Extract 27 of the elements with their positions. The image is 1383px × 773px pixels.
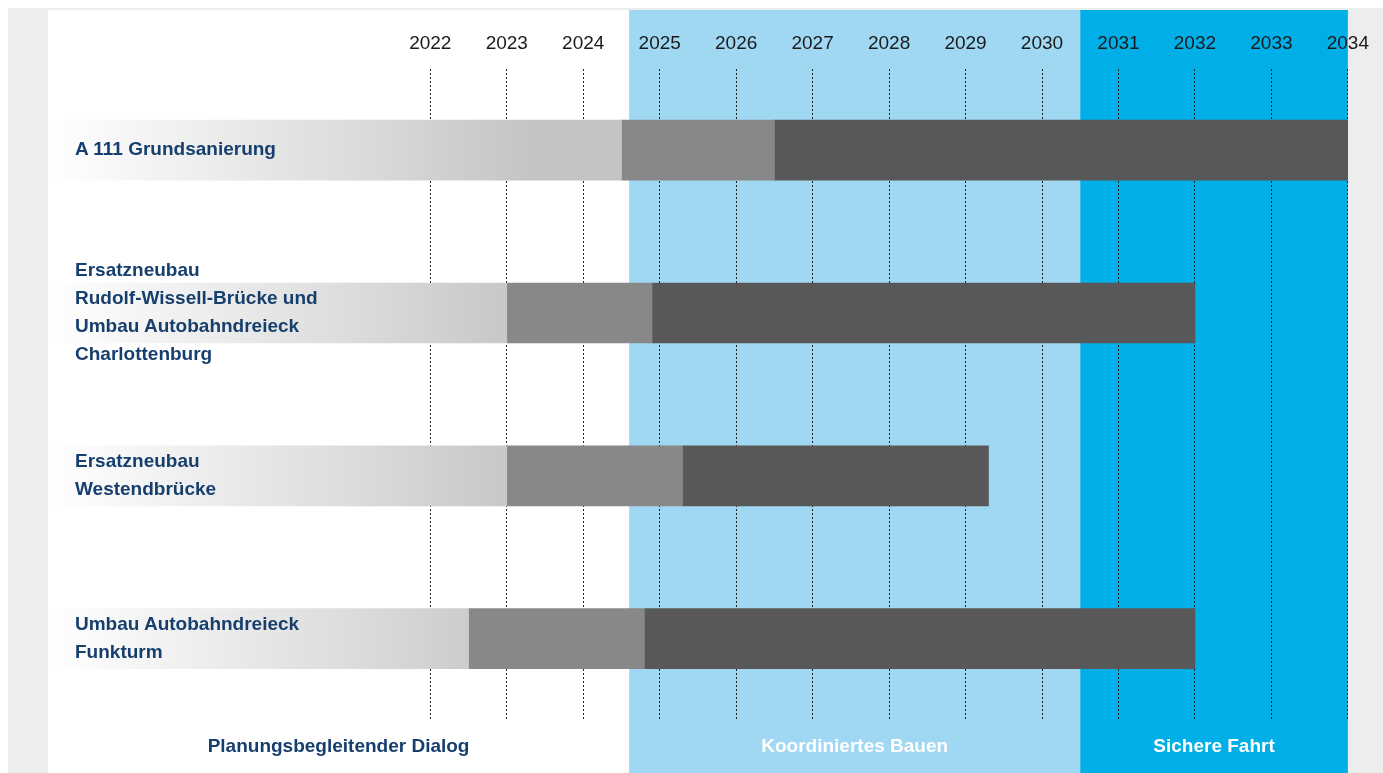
y-tick-label: Ersatzneubau Westendbrücke — [75, 450, 217, 500]
bar — [651, 282, 1196, 344]
bar — [644, 608, 1196, 669]
bar — [468, 608, 645, 669]
x-tick-label: 2023 — [485, 31, 528, 53]
x-tick-label: 2028 — [867, 31, 911, 53]
bar — [774, 119, 1348, 181]
band-label: Koordiniertes Bauen — [761, 735, 949, 757]
x-tick-label: 2024 — [562, 31, 605, 53]
bar — [682, 445, 989, 507]
x-tick-label: 2032 — [1173, 31, 1217, 53]
band-label: Sichere Fahrt — [1153, 735, 1276, 757]
x-tick-label: 2031 — [1097, 31, 1140, 53]
y-tick-label: Umbau Autobahndreieck Funkturm — [75, 612, 300, 662]
band-label: Planungsbegleitender Dialog — [207, 735, 470, 757]
x-tick-label: 2025 — [638, 31, 681, 53]
x-tick-label: 2033 — [1250, 31, 1293, 53]
y-tick-label: Ersatzneubau Rudolf-Wissell-Brücke und Umbau Autobahndreieck Charlottenburg — [75, 259, 318, 365]
bar — [506, 445, 683, 507]
x-tick-label: 2022 — [409, 31, 452, 53]
x-tick-label: 2026 — [715, 31, 758, 53]
x-tick-label: 2029 — [944, 31, 987, 53]
x-tick-label: 2027 — [791, 31, 834, 53]
x-tick-label: 2030 — [1020, 31, 1064, 53]
bar — [506, 282, 653, 344]
y-tick-label: A 111 Grundsanierung — [75, 138, 276, 160]
bar — [621, 119, 775, 181]
